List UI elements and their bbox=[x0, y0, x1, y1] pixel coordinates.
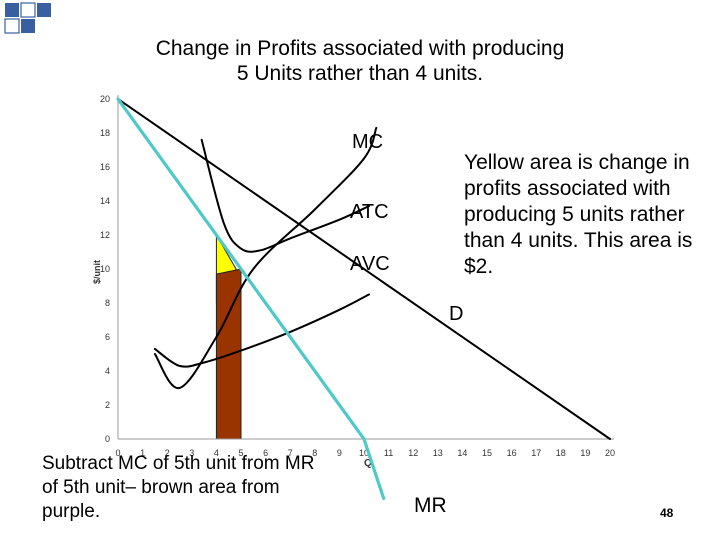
y-tick-label: 6 bbox=[105, 332, 110, 342]
avc-curve bbox=[153, 293, 370, 368]
x-tick-label: 14 bbox=[457, 448, 467, 458]
atc-curve bbox=[200, 138, 370, 253]
page-number: 48 bbox=[660, 506, 674, 520]
d-curve bbox=[117, 98, 611, 440]
y-tick-label: 0 bbox=[105, 434, 110, 444]
x-tick-label: 20 bbox=[605, 448, 615, 458]
x-tick-label: 0 bbox=[115, 448, 120, 458]
y-tick-label: 4 bbox=[105, 366, 110, 376]
x-tick-label: 13 bbox=[433, 448, 443, 458]
slide-title-line1: Change in Profits associated with produc… bbox=[155, 37, 565, 60]
mr-curve bbox=[116, 97, 386, 501]
x-tick-label: 10 bbox=[359, 448, 369, 458]
deco-square bbox=[21, 19, 35, 33]
mr-label: MR bbox=[414, 494, 447, 517]
slide-title: Change in Profits associated with produc… bbox=[90, 36, 630, 86]
chart-axes: 0 1 2 3 4 5 6 7 8 9 10 11 12 13 14 15 16 17 18 19 2002468101… bbox=[92, 94, 615, 469]
x-tick-label: 15 bbox=[482, 448, 492, 458]
avc-label: AVC bbox=[350, 253, 390, 275]
y-tick-label: 8 bbox=[105, 298, 110, 308]
deco-square bbox=[20, 2, 36, 18]
slide-title-line2: 5 Units rather than 4 units. bbox=[236, 62, 484, 85]
x-tick-label: 19 bbox=[580, 448, 590, 458]
y-tick-label: 10 bbox=[100, 264, 110, 274]
y-tick-label: 18 bbox=[100, 128, 110, 138]
decorative-squares bbox=[4, 2, 51, 34]
x-tick-label: 7 bbox=[288, 448, 293, 458]
deco-square bbox=[37, 3, 51, 17]
yellow-area-note: Yellow area is change in profits associa… bbox=[464, 151, 693, 278]
x-tick-label: 18 bbox=[556, 448, 566, 458]
y-axis-label: $/unit bbox=[92, 260, 102, 284]
y-tick-label: 20 bbox=[100, 94, 110, 104]
atc-label: ATC bbox=[350, 201, 389, 223]
mc-label: MC bbox=[352, 131, 383, 153]
x-tick-label: 17 bbox=[531, 448, 541, 458]
mc-curve bbox=[153, 126, 378, 390]
chart-curves bbox=[116, 97, 611, 501]
y-tick-label: 12 bbox=[100, 230, 110, 240]
x-tick-label: 4 bbox=[214, 448, 219, 458]
y-tick-label: 2 bbox=[105, 400, 110, 410]
x-tick-label: 11 bbox=[384, 448, 393, 458]
x-tick-label: 16 bbox=[507, 448, 517, 458]
x-tick-label: 5 bbox=[238, 448, 243, 458]
d-label: D bbox=[449, 303, 463, 325]
x-tick-label: 3 bbox=[189, 448, 194, 458]
x-tick-label: 1 bbox=[140, 448, 145, 458]
y-tick-label: 14 bbox=[100, 196, 110, 206]
x-tick-label: 12 bbox=[408, 448, 418, 458]
x-tick-label: 8 bbox=[312, 448, 317, 458]
x-tick-label: 6 bbox=[263, 448, 268, 458]
x-axis-label: Q bbox=[364, 458, 372, 469]
x-tick-label: 2 bbox=[165, 448, 170, 458]
y-tick-label: 16 bbox=[100, 162, 110, 172]
deco-square bbox=[4, 18, 20, 34]
subtract-note: Subtract MC of 5th unit from MR of 5th u… bbox=[42, 453, 315, 522]
x-tick-label: 9 bbox=[337, 448, 342, 458]
chart-labels: MC ATC AVC D bbox=[350, 131, 463, 325]
deco-square bbox=[5, 3, 19, 17]
